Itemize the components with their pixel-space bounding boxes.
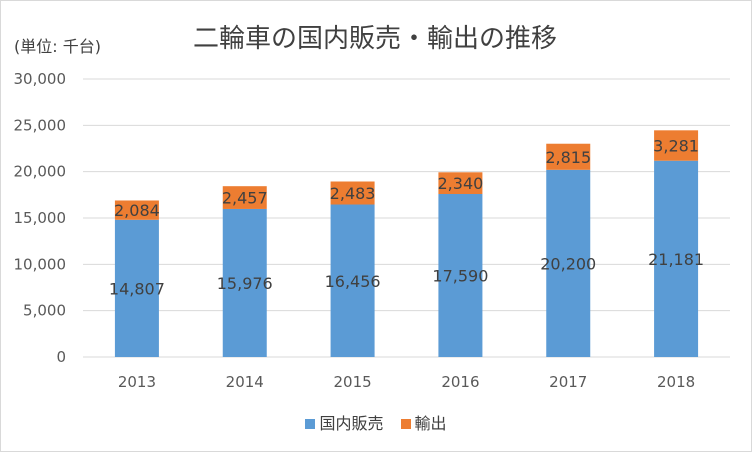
- bar-domestic: [330, 204, 375, 357]
- bar-export: [438, 172, 483, 194]
- legend: 国内販売 輸出: [0, 410, 752, 434]
- data-label-domestic: 15,976: [217, 274, 273, 293]
- x-tick-label: 2014: [226, 373, 264, 391]
- legend-item-export: 輸出: [400, 410, 447, 434]
- legend-label-export: 輸出: [414, 414, 447, 433]
- bar-domestic: [114, 219, 159, 357]
- x-tick-label: 2016: [441, 373, 479, 391]
- y-tick-label: 20,000: [14, 163, 67, 181]
- data-label-domestic: 14,807: [109, 279, 165, 298]
- x-tick-label: 2015: [333, 373, 371, 391]
- data-label-export: 3,281: [653, 137, 699, 156]
- legend-swatch-export: [400, 419, 411, 429]
- data-label-domestic: 17,590: [432, 266, 488, 285]
- bar-domestic: [546, 169, 591, 357]
- x-tick-label: 2018: [657, 373, 695, 391]
- legend-item-domestic: 国内販売: [305, 410, 383, 434]
- bar-domestic: [222, 208, 267, 357]
- bar-domestic: [654, 160, 699, 357]
- legend-swatch-domestic: [305, 419, 316, 429]
- bar-export: [654, 130, 699, 161]
- chart-title: 二輪車の国内販売・輸出の推移: [192, 24, 557, 54]
- data-label-domestic: 20,200: [540, 254, 596, 273]
- y-tick-label: 30,000: [14, 70, 67, 88]
- bar-domestic: [438, 193, 483, 357]
- data-label-export: 2,084: [114, 201, 160, 220]
- bar-export: [330, 181, 375, 205]
- bar-export: [222, 186, 267, 209]
- y-tick-label: 0: [56, 348, 66, 366]
- y-tick-label: 10,000: [14, 255, 67, 273]
- y-tick-label: 15,000: [14, 209, 67, 227]
- x-tick-label: 2013: [118, 373, 156, 391]
- data-label-export: 2,457: [222, 189, 268, 208]
- data-label-export: 2,340: [438, 174, 484, 193]
- bar-export: [546, 143, 591, 170]
- data-label-export: 2,815: [545, 148, 591, 167]
- data-label-export: 2,483: [330, 184, 376, 203]
- x-tick-label: 2017: [549, 373, 587, 391]
- bar-export: [114, 200, 159, 220]
- unit-label: (単位: 千台): [14, 37, 101, 56]
- legend-label-domestic: 国内販売: [319, 414, 384, 433]
- y-tick-label: 25,000: [14, 116, 67, 134]
- data-label-domestic: 16,456: [325, 272, 381, 291]
- data-label-domestic: 21,181: [648, 250, 704, 269]
- y-tick-label: 5,000: [23, 302, 66, 320]
